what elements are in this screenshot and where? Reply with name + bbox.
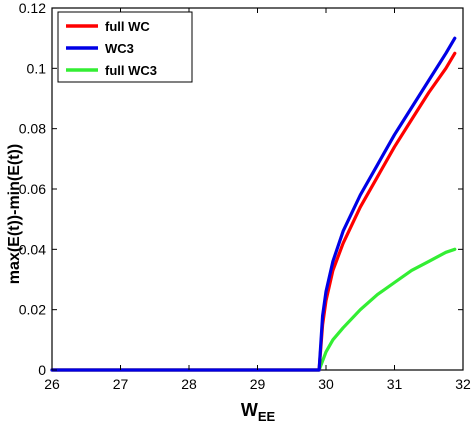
y-tick-label-1: 0.02 bbox=[19, 302, 46, 318]
legend-label-2: full WC3 bbox=[105, 63, 157, 78]
x-tick-label-5: 31 bbox=[387, 376, 403, 392]
legend-label-1: WC3 bbox=[105, 41, 134, 56]
legend-label-0: full WC bbox=[105, 19, 150, 34]
x-tick-label-2: 28 bbox=[181, 376, 197, 392]
x-axis-label-subscript: EE bbox=[258, 409, 276, 424]
x-axis-label-main: W bbox=[241, 400, 258, 420]
x-tick-label-3: 29 bbox=[250, 376, 266, 392]
series-layer bbox=[50, 36, 457, 372]
axis-ticks: 26 27 28 29 30 31 32 0 0.02 0.04 0.06 0.08 0.1 0.12 bbox=[19, 0, 471, 392]
legend: full WC WC3 full WC3 bbox=[57, 11, 193, 83]
x-tick-label-4: 30 bbox=[318, 376, 334, 392]
y-tick-label-0: 0 bbox=[38, 362, 46, 378]
y-axis-label: max(E(t))-min(E(t)) bbox=[6, 144, 23, 284]
y-tick-label-6: 0.12 bbox=[19, 0, 46, 16]
x-axis-label: WEE bbox=[241, 400, 276, 424]
series-line-wc3 bbox=[50, 36, 457, 372]
y-tick-label-3: 0.06 bbox=[19, 181, 46, 197]
x-tick-label-6: 32 bbox=[455, 376, 471, 392]
y-tick-label-4: 0.08 bbox=[19, 121, 46, 137]
y-tick-label-2: 0.04 bbox=[19, 241, 46, 257]
x-tick-label-1: 27 bbox=[113, 376, 129, 392]
x-tick-label-0: 26 bbox=[44, 376, 60, 392]
y-tick-label-5: 0.1 bbox=[27, 60, 47, 76]
